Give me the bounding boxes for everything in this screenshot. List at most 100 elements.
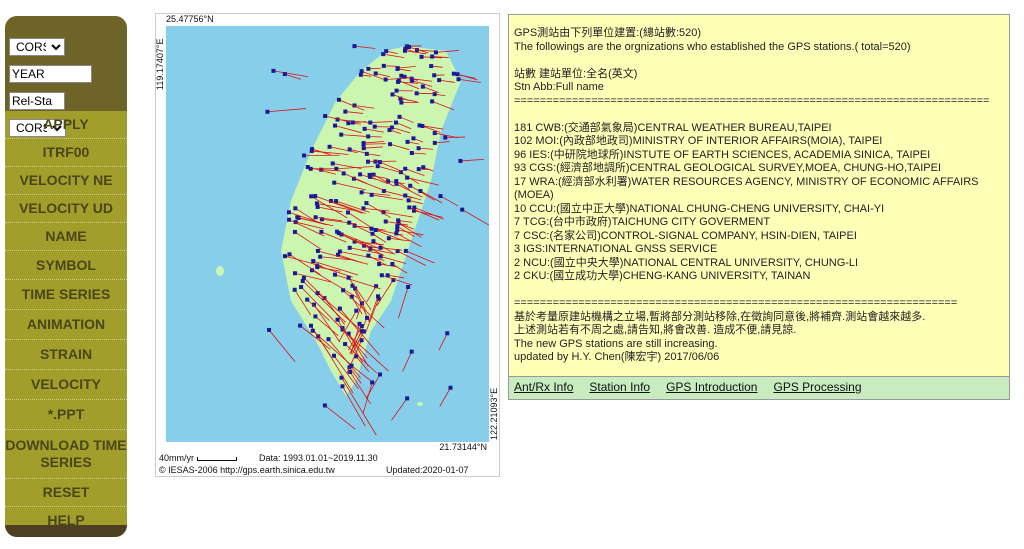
velocity-arrow <box>379 263 398 268</box>
velocity-arrow <box>267 108 306 113</box>
gps-station <box>411 136 416 141</box>
velocity-arrow <box>294 289 312 316</box>
gps-station <box>417 123 422 128</box>
info-line: 7 CSC:(名家公司)CONTROL-SIGNAL COMPANY, HSIN… <box>514 229 857 242</box>
animation-button[interactable]: ANIMATION <box>5 310 127 340</box>
time-series-button[interactable]: TIME SERIES <box>5 280 127 310</box>
velocity-arrow <box>317 266 341 272</box>
gps-station <box>393 120 398 125</box>
gps-station <box>352 223 357 228</box>
reference-input[interactable] <box>9 92 65 110</box>
velocity-arrow <box>339 308 380 356</box>
gps-station <box>410 78 415 83</box>
apply-button[interactable]: APPLY <box>5 111 127 139</box>
gps-station <box>326 337 331 342</box>
gps-station <box>343 342 348 347</box>
ppt-button[interactable]: *.PPT <box>5 400 127 430</box>
strain-button[interactable]: STRAIN <box>5 340 127 370</box>
velocity-arrow <box>383 211 413 218</box>
info-line: GPS測站由下列單位建置:(總站數:520) <box>514 27 702 39</box>
velocity-arrow <box>439 79 455 83</box>
velocity-arrow <box>361 191 391 196</box>
velocity-arrow <box>380 247 403 251</box>
velocity-arrow <box>375 73 391 78</box>
velocity-arrow <box>341 134 367 137</box>
gps-station <box>404 44 409 49</box>
velocity-arrow <box>366 202 391 218</box>
reference-select[interactable]: CORS <box>9 119 66 137</box>
gps-station <box>408 183 413 188</box>
ant-rx-info-link[interactable]: Ant/Rx Info <box>514 380 574 395</box>
velocity-arrow <box>398 223 415 230</box>
gps-station <box>399 100 404 105</box>
velocity-arrow <box>368 296 379 323</box>
velocity-arrow <box>438 333 448 351</box>
gps-station <box>430 99 435 104</box>
velocity-arrow <box>338 232 385 256</box>
symbol-button[interactable]: SYMBOL <box>5 251 127 280</box>
velocity-arrow <box>392 263 408 274</box>
name-button[interactable]: NAME <box>5 223 127 251</box>
gps-station <box>339 132 344 137</box>
gps-station <box>345 210 350 215</box>
network-select[interactable]: CORS <box>9 38 65 56</box>
velocity-arrow <box>352 121 367 123</box>
help-button[interactable]: HELP <box>47 512 85 528</box>
info-line: 站數 建站單位:全名(英文) <box>514 67 638 80</box>
velocity-ne-button[interactable]: VELOCITY NE <box>5 167 127 195</box>
gps-introduction-link[interactable]: GPS Introduction <box>666 380 758 395</box>
gps-station <box>336 97 341 102</box>
gps-station <box>315 291 320 296</box>
station-info-link[interactable]: Station Info <box>589 380 651 395</box>
velocity-arrow <box>268 329 296 363</box>
reset-button[interactable]: RESET <box>5 479 127 507</box>
gps-station <box>308 323 313 328</box>
gps-station <box>357 321 362 326</box>
gps-station <box>308 166 313 171</box>
velocity-arrow <box>306 299 330 321</box>
velocity-arrow <box>341 377 377 436</box>
gps-station <box>350 283 355 288</box>
itrf00-button[interactable]: ITRF00 <box>5 139 127 167</box>
time-input[interactable] <box>9 65 92 83</box>
velocity-arrow <box>370 248 396 255</box>
gps-station <box>359 190 364 195</box>
gps-station <box>341 171 346 176</box>
velocity-button[interactable]: VELOCITY <box>5 370 127 400</box>
velocity-arrow <box>420 190 443 204</box>
gps-station <box>305 297 310 302</box>
gps-station <box>309 194 314 199</box>
download-time-series-button[interactable]: DOWNLOAD TIME SERIES <box>5 430 127 479</box>
sidebar-header <box>5 16 127 26</box>
copyright: © IESAS-2006 http://gps.earth.sinica.edu… <box>159 465 335 475</box>
info-line <box>514 284 1004 298</box>
velocity-arrow <box>354 288 367 312</box>
gps-station <box>445 331 450 336</box>
velocity-arrow <box>302 280 346 323</box>
velocity-arrow <box>398 286 409 319</box>
gps-station <box>378 245 383 250</box>
gps-processing-link[interactable]: GPS Processing <box>773 380 862 395</box>
velocity-arrow <box>397 229 424 236</box>
info-line: 2 CKU:(國立成功大學)CHENG-KANG UNIVERSITY, TAI… <box>514 270 811 282</box>
velocity-ud-button[interactable]: VELOCITY UD <box>5 195 127 223</box>
map-canvas[interactable] <box>166 26 489 442</box>
velocity-arrow <box>324 297 346 325</box>
velocity-arrow <box>366 286 377 303</box>
info-line: ========================================… <box>514 297 958 309</box>
gps-station <box>336 231 341 236</box>
velocity-arrow <box>324 405 356 430</box>
velocity-arrow <box>375 229 403 241</box>
gps-station <box>358 172 363 177</box>
gps-station <box>377 160 382 165</box>
gps-station <box>420 123 425 128</box>
gps-station <box>366 253 371 258</box>
gps-station <box>388 142 393 147</box>
velocity-arrow <box>336 231 383 250</box>
gps-station <box>287 252 292 257</box>
gps-station <box>313 215 318 220</box>
velocity-arrow <box>377 165 401 173</box>
gps-station <box>387 128 392 133</box>
updated-date: Updated:2020-01-07 <box>386 465 469 475</box>
gps-station <box>330 161 335 166</box>
